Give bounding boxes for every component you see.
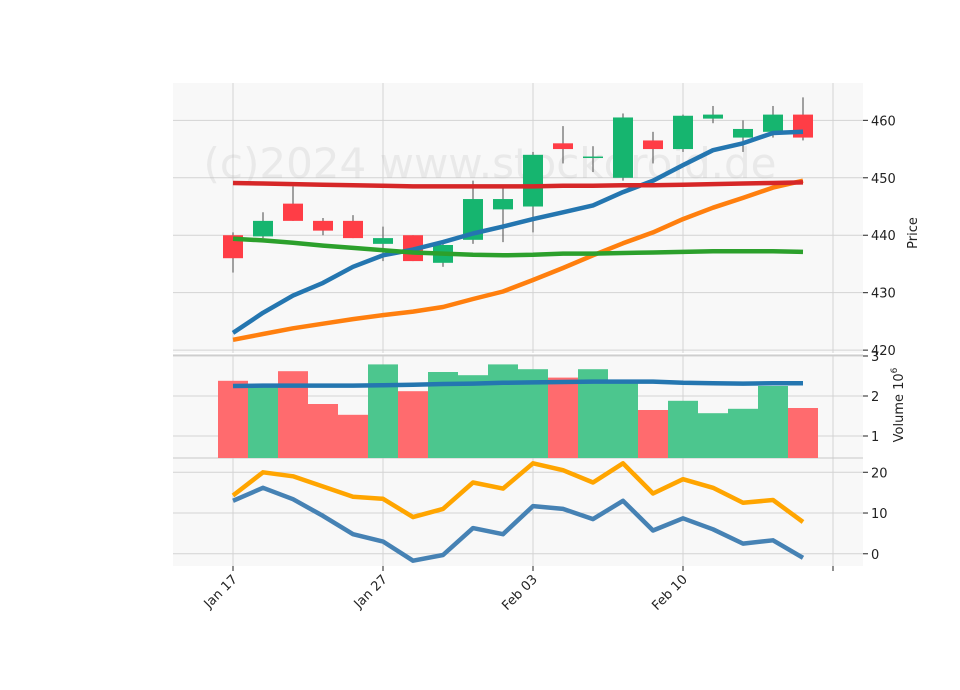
volume-bar-3 [308,404,338,458]
volume-bar-19 [788,408,818,458]
price-ytick-label-0: 420 [871,344,896,359]
volume-ytick-label-2: 3 [871,350,879,365]
volume-bar-0 [218,380,248,458]
candle-body-4 [343,220,363,239]
volume-bar-13 [608,382,638,458]
price-ytick-label-3: 450 [871,172,896,187]
volume-bar-5 [368,364,398,458]
candle-body-1 [253,220,273,237]
volume-bar-1 [248,386,278,458]
volume-bar-15 [668,400,698,458]
candle-body-18 [763,114,783,132]
price-ytick-label-4: 460 [871,114,896,129]
candle-body-5 [373,238,393,244]
price-panel-bg [173,83,863,353]
price-line-ma_green [232,236,804,258]
price-axis-label: Price [906,217,921,249]
volume-bar-18 [758,386,788,458]
volume-ytick-label-1: 2 [871,390,879,405]
price-ytick-label-2: 440 [871,229,896,244]
xtick-label-1: Jan 27 [351,572,391,612]
volume-ytick-label-0: 1 [871,430,879,445]
candle-body-8 [463,199,483,240]
candle-body-16 [703,114,723,119]
candle-body-14 [643,140,663,150]
price-ytick-label-1: 430 [871,287,896,302]
candle-body-2 [283,203,303,221]
indicator-ytick-label-2: 20 [871,466,888,481]
volume-line-ma_blue [232,379,803,389]
volume-bar-17 [728,408,758,458]
price-line-ma_orange [232,178,804,343]
candle-body-9 [493,199,513,210]
volume-bar-4 [338,414,368,458]
indicator-line-ind_blue [232,485,805,563]
volume-bar-12 [578,369,608,458]
volume-bar-9 [488,364,518,458]
xtick-label-3: Feb 10 [649,572,691,614]
indicator-line-ind_orange [231,461,805,524]
volume-axis-label: Volume 106 [890,367,907,442]
volume-bar-8 [458,375,488,458]
candle-body-17 [733,128,753,138]
candle-body-3 [313,220,333,231]
price-line-ma_blue [231,129,804,335]
volume-bar-11 [548,377,578,458]
candle-body-13 [613,117,633,178]
xtick-label-0: Jan 17 [201,572,241,612]
volume-bar-6 [398,391,428,458]
candle-body-15 [673,115,693,150]
candle-body-10 [523,154,543,207]
indicator-ytick-label-0: 0 [871,548,879,563]
volume-bar-14 [638,410,668,458]
price-line-ma_red [232,180,804,189]
indicator-ytick-label-1: 10 [871,507,888,522]
candle-body-11 [553,143,573,150]
xtick-label-2: Feb 03 [499,572,541,614]
volume-bar-16 [698,413,728,458]
candle-body-12 [583,156,603,159]
